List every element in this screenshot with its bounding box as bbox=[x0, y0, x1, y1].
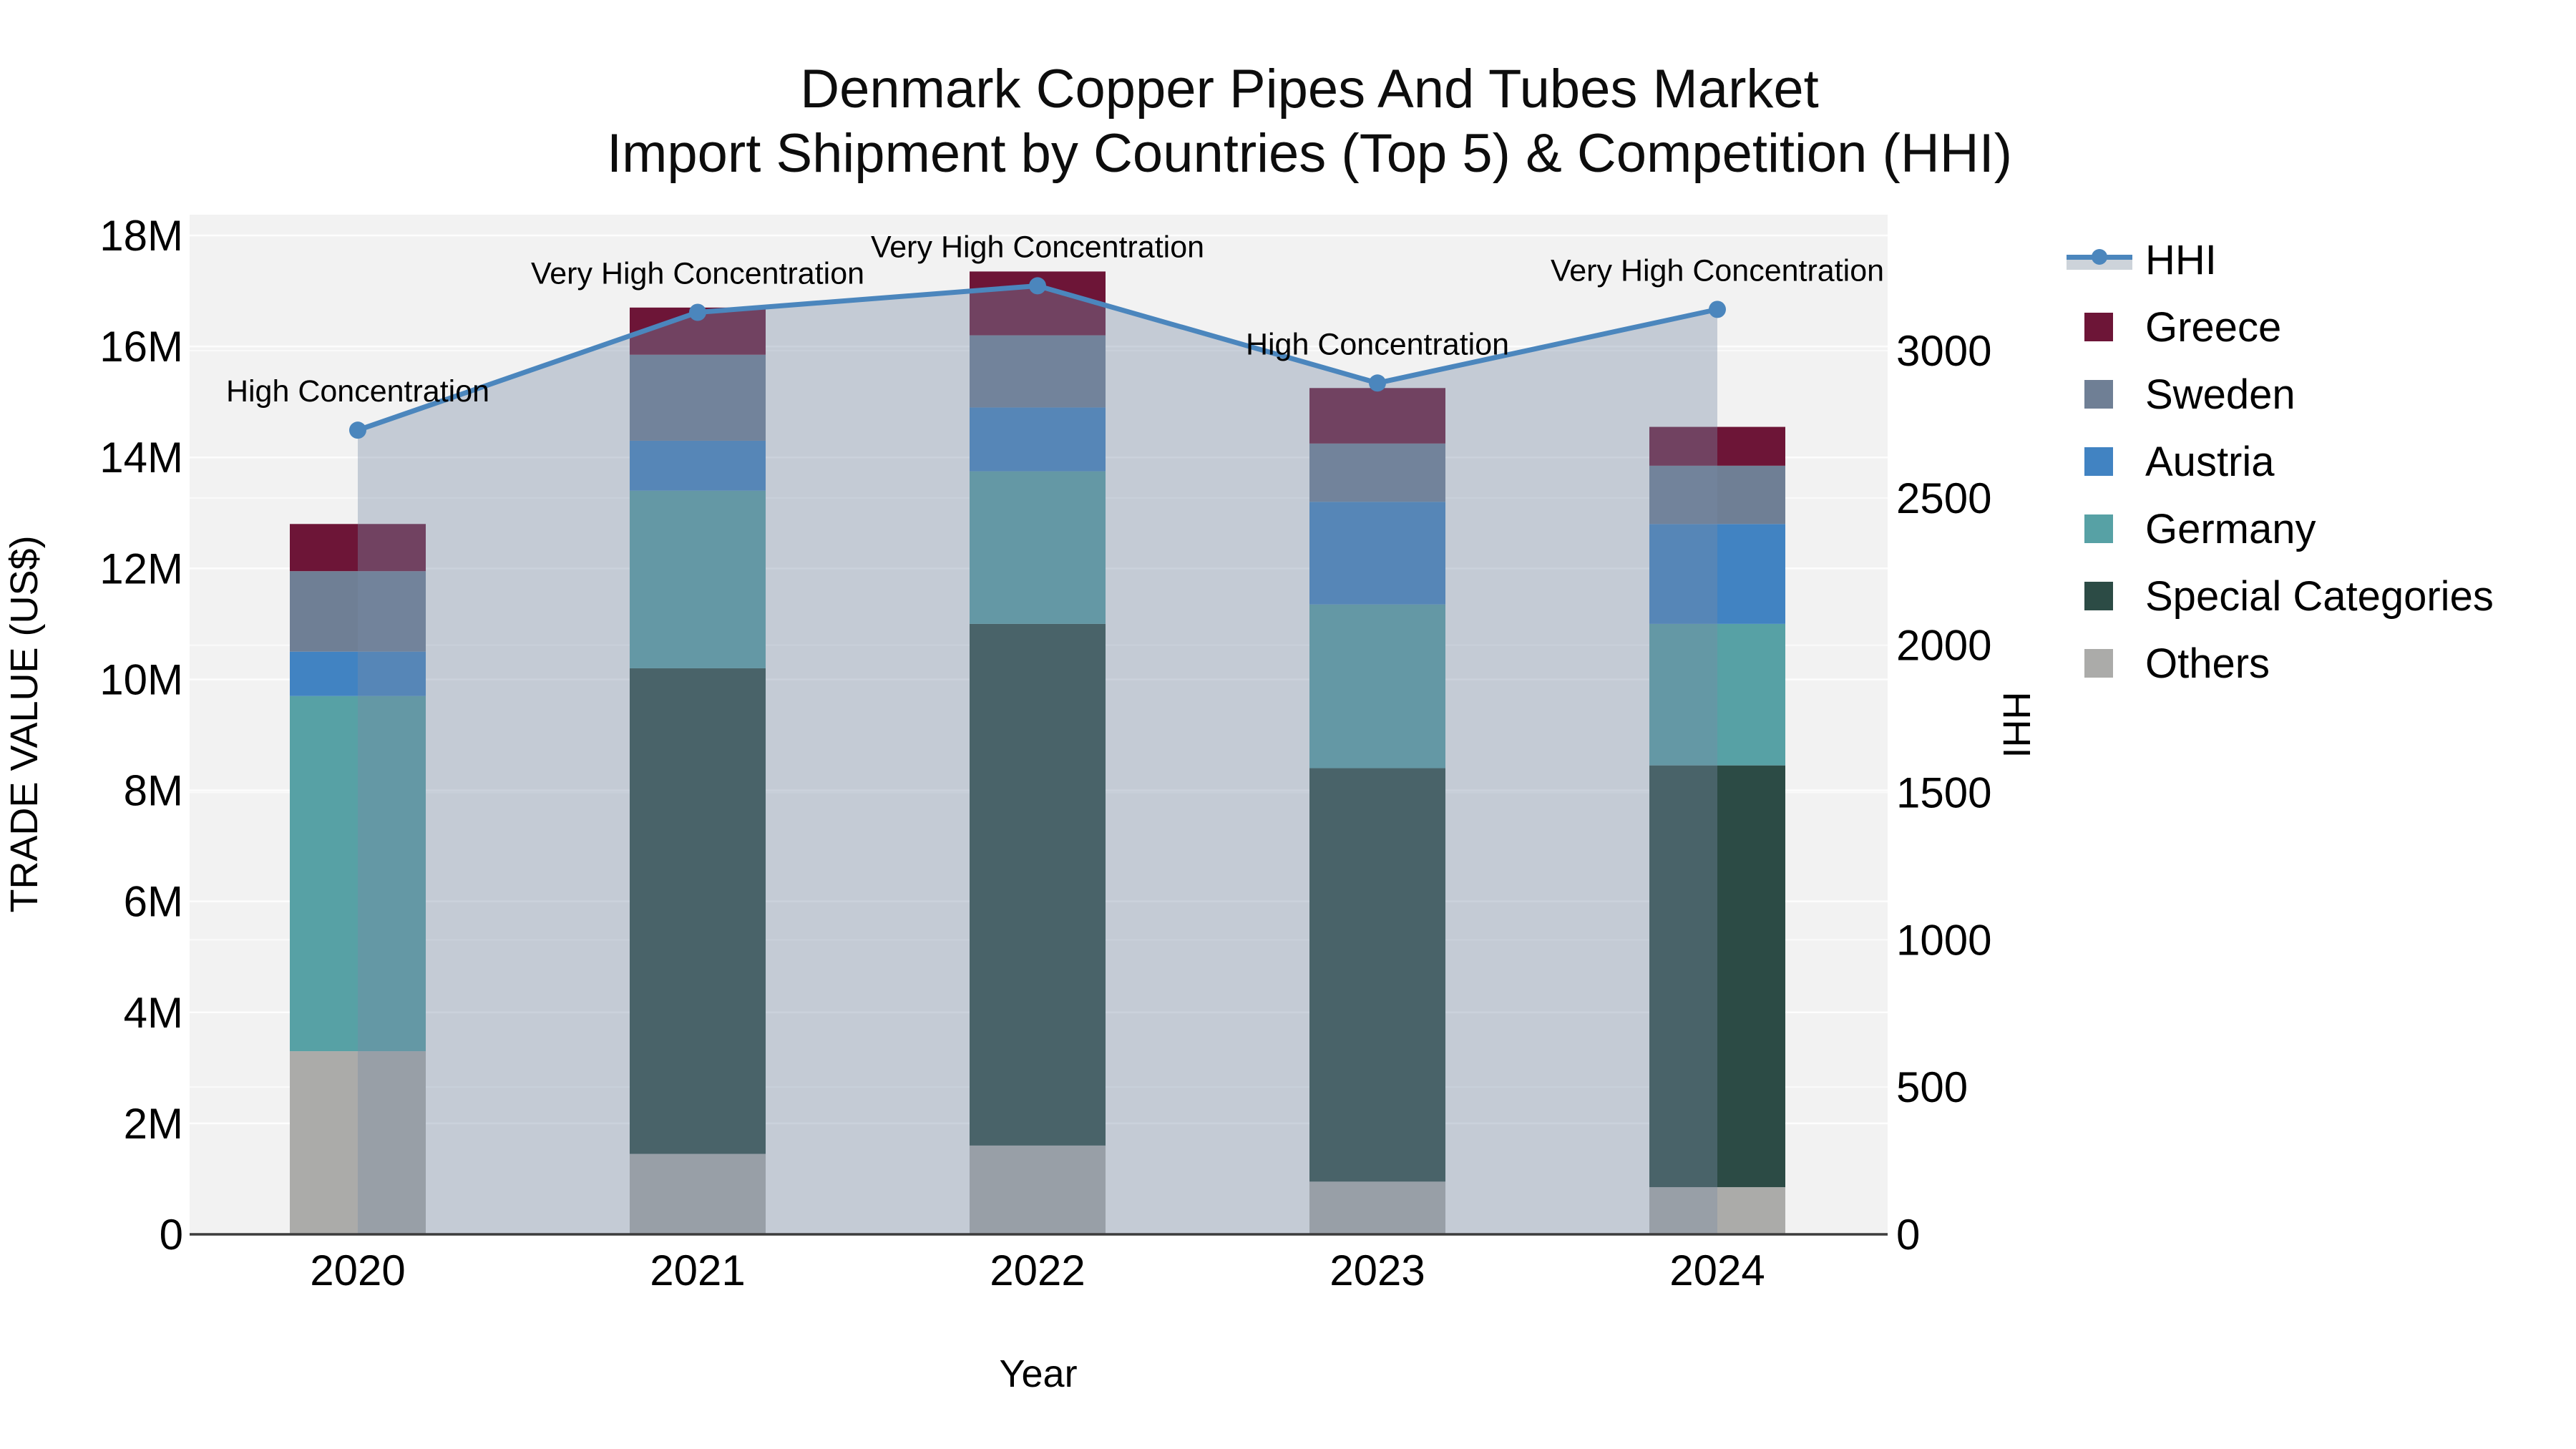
left-tick-6M: 6M bbox=[124, 878, 183, 926]
legend-label-greece: Greece bbox=[2145, 303, 2282, 351]
legend-item-sweden: Sweden bbox=[2067, 361, 2494, 428]
chart-title-line2: Import Shipment by Countries (Top 5) & C… bbox=[606, 123, 2013, 184]
legend-label-hhi: HHI bbox=[2145, 236, 2217, 283]
bar-segment-others-2022 bbox=[970, 1145, 1106, 1234]
hhi-point-2024 bbox=[1709, 301, 1726, 318]
legend-label-others: Others bbox=[2145, 640, 2270, 687]
annotation-2020: High Concentration bbox=[226, 374, 489, 409]
x-axis-label: Year bbox=[999, 1352, 1077, 1395]
bar-segment-others-2020 bbox=[290, 1051, 426, 1234]
bar-segment-greece-2020 bbox=[290, 524, 426, 572]
legend-item-special-categories: Special Categories bbox=[2067, 562, 2494, 630]
bar-segment-sweden-2024 bbox=[1649, 465, 1785, 525]
legend-swatch-sweden bbox=[2084, 380, 2113, 409]
hhi-point-2021 bbox=[689, 303, 706, 321]
legend-item-greece: Greece bbox=[2067, 293, 2494, 361]
bar-segment-greece-2023 bbox=[1309, 388, 1445, 444]
right-tick-2500: 2500 bbox=[1896, 474, 1991, 522]
bar-segment-sweden-2023 bbox=[1309, 443, 1445, 502]
annotation-2021: Very High Concentration bbox=[531, 256, 864, 291]
bar-segment-austria-2024 bbox=[1649, 524, 1785, 624]
bar-segment-germany-2020 bbox=[290, 696, 426, 1052]
x-tick-2021: 2021 bbox=[650, 1246, 745, 1294]
bar-segment-germany-2023 bbox=[1309, 604, 1445, 769]
hhi-point-2023 bbox=[1369, 374, 1386, 392]
left-tick-2M: 2M bbox=[124, 1100, 183, 1148]
right-tick-1000: 1000 bbox=[1896, 916, 1991, 964]
bar-segment-special-categories-2021 bbox=[630, 668, 766, 1154]
left-tick-18M: 18M bbox=[99, 212, 183, 260]
bar-segment-sweden-2021 bbox=[630, 354, 766, 441]
x-tick-2024: 2024 bbox=[1669, 1246, 1765, 1294]
bar-segment-others-2023 bbox=[1309, 1181, 1445, 1234]
bar-segment-sweden-2020 bbox=[290, 571, 426, 652]
bar-segment-special-categories-2022 bbox=[970, 623, 1106, 1146]
bar-segment-germany-2022 bbox=[970, 471, 1106, 624]
left-tick-4M: 4M bbox=[124, 989, 183, 1037]
legend-label-germany: Germany bbox=[2145, 505, 2316, 552]
right-tick-2000: 2000 bbox=[1896, 622, 1991, 670]
left-tick-14M: 14M bbox=[99, 434, 183, 482]
bar-segment-austria-2023 bbox=[1309, 502, 1445, 605]
left-tick-8M: 8M bbox=[124, 767, 183, 815]
left-tick-12M: 12M bbox=[99, 545, 183, 592]
legend-item-hhi: HHI bbox=[2067, 226, 2494, 293]
right-tick-1500: 1500 bbox=[1896, 769, 1991, 817]
left-tick-0: 0 bbox=[160, 1211, 183, 1259]
bar-segment-special-categories-2024 bbox=[1649, 765, 1785, 1188]
legend-swatch-germany bbox=[2084, 514, 2113, 543]
bar-segment-austria-2020 bbox=[290, 651, 426, 696]
x-tick-2020: 2020 bbox=[310, 1246, 405, 1294]
chart-title: Denmark Copper Pipes And Tubes Market Im… bbox=[607, 57, 2012, 186]
annotation-2023: High Concentration bbox=[1246, 327, 1509, 361]
legend: HHI Greece Sweden Austria Germany Special Cat… bbox=[2067, 226, 2494, 697]
bar-segment-germany-2024 bbox=[1649, 623, 1785, 766]
x-tick-2023: 2023 bbox=[1330, 1246, 1425, 1294]
hhi-line-icon bbox=[2067, 245, 2132, 274]
x-tick-2022: 2022 bbox=[990, 1246, 1085, 1294]
left-tick-16M: 16M bbox=[99, 323, 183, 371]
bar-segment-austria-2021 bbox=[630, 440, 766, 491]
bar-segment-others-2021 bbox=[630, 1153, 766, 1234]
legend-swatch-greece bbox=[2084, 313, 2113, 341]
bar-segment-others-2024 bbox=[1649, 1187, 1785, 1234]
hhi-point-2020 bbox=[349, 421, 366, 439]
hhi-point-2022 bbox=[1029, 277, 1046, 295]
bar-segment-greece-2024 bbox=[1649, 426, 1785, 466]
legend-label-special-categories: Special Categories bbox=[2145, 572, 2494, 620]
hhi-area-fill bbox=[358, 286, 1717, 1234]
right-tick-500: 500 bbox=[1896, 1063, 1968, 1111]
annotation-2024: Very High Concentration bbox=[1551, 253, 1884, 288]
chart-title-line1: Denmark Copper Pipes And Tubes Market bbox=[800, 59, 1819, 119]
right-axis-label: HHI bbox=[1995, 692, 2038, 758]
annotation-2022: Very High Concentration bbox=[871, 230, 1204, 264]
left-axis-label: TRADE VALUE (US$) bbox=[3, 535, 46, 912]
right-tick-0: 0 bbox=[1896, 1211, 1920, 1259]
legend-swatch-others bbox=[2084, 649, 2113, 678]
legend-item-others: Others bbox=[2067, 630, 2494, 697]
bar-segment-germany-2021 bbox=[630, 490, 766, 668]
legend-swatch-special-categories bbox=[2084, 582, 2113, 610]
legend-item-austria: Austria bbox=[2067, 428, 2494, 495]
right-tick-3000: 3000 bbox=[1896, 327, 1991, 375]
bar-segment-special-categories-2023 bbox=[1309, 768, 1445, 1182]
legend-label-austria: Austria bbox=[2145, 438, 2275, 485]
bar-segment-austria-2022 bbox=[970, 407, 1106, 472]
legend-swatch-austria bbox=[2084, 447, 2113, 476]
bar-segment-sweden-2022 bbox=[970, 335, 1106, 408]
legend-label-sweden: Sweden bbox=[2145, 371, 2296, 418]
left-tick-10M: 10M bbox=[99, 655, 183, 703]
legend-item-germany: Germany bbox=[2067, 495, 2494, 562]
